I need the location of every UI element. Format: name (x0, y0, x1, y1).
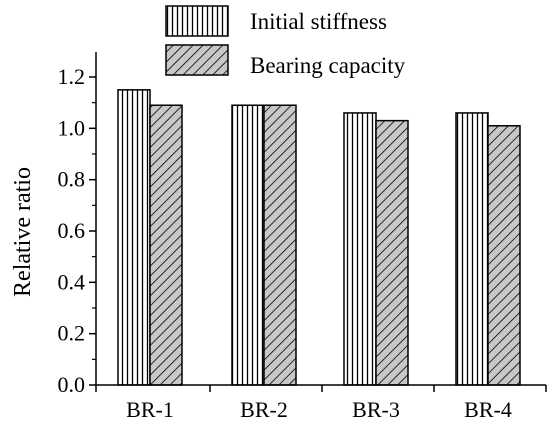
y-tick-label: 0.8 (58, 167, 86, 192)
y-tick-label: 1.2 (58, 64, 86, 89)
y-tick-label: 0.0 (58, 372, 86, 397)
bar-br-3-initial-stiffness (343, 112, 377, 386)
x-category-label: BR-1 (126, 397, 174, 422)
y-ticks-layer: 0.0 0.2 0.4 0.6 0.8 1.0 1.2 (58, 64, 96, 397)
x-category-label: BR-3 (352, 397, 400, 422)
y-tick-label: 0.4 (58, 269, 86, 294)
x-category-label: BR-4 (464, 397, 512, 422)
bar-br-2-initial-stiffness (231, 104, 265, 386)
bar-br-1-bearing-capacity (149, 104, 183, 386)
y-axis-title: Relative ratio (10, 167, 36, 297)
x-ticks-layer: BR-1 BR-2 BR-3 BR-4 (95, 385, 547, 422)
x-category-label: BR-2 (240, 397, 288, 422)
legend-label-bearing-capacity: Bearing capacity (250, 53, 406, 78)
legend-label-initial-stiffness: Initial stiffness (250, 9, 387, 34)
legend-swatch-bearing-capacity (165, 44, 229, 76)
bar-br-2-bearing-capacity (263, 104, 297, 386)
bar-br-4-initial-stiffness (455, 112, 489, 386)
axes-layer (95, 52, 546, 386)
bars-layer (117, 89, 521, 386)
legend: Initial stiffness Bearing capacity (165, 5, 406, 78)
bar-br-1-initial-stiffness (117, 89, 151, 386)
legend-swatch-initial-stiffness (165, 5, 229, 37)
y-tick-label: 0.6 (58, 218, 86, 243)
y-tick-label: 0.2 (58, 321, 86, 346)
y-tick-label: 1.0 (58, 115, 86, 140)
bar-br-4-bearing-capacity (487, 125, 521, 386)
bar-br-3-bearing-capacity (375, 119, 409, 386)
